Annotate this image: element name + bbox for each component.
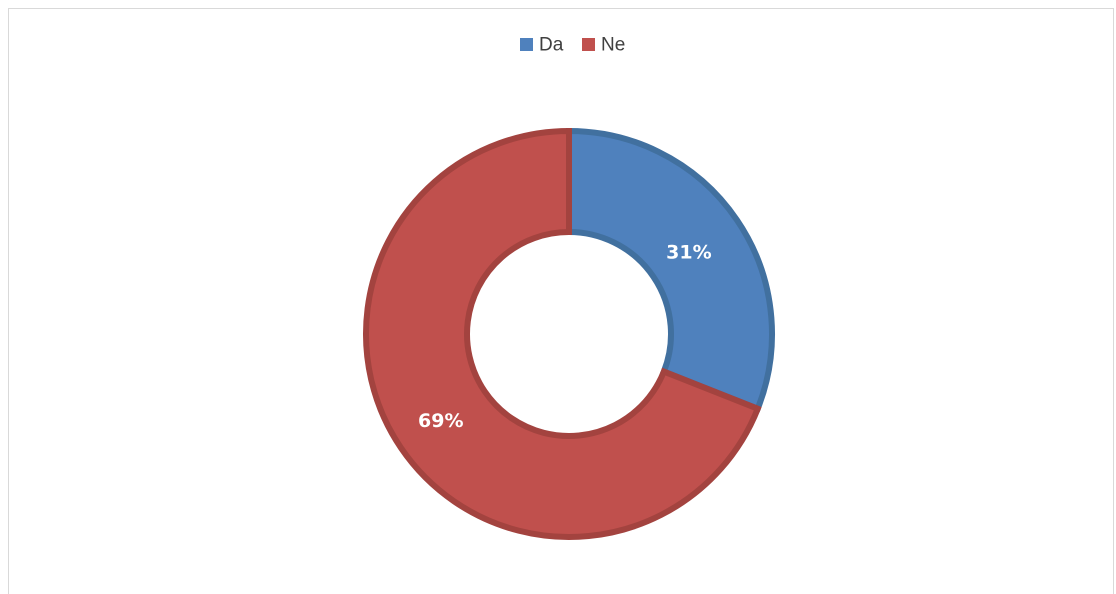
legend-swatch-ne bbox=[582, 38, 595, 51]
data-label-ne: 69% bbox=[418, 410, 463, 432]
legend: Da Ne bbox=[520, 35, 625, 56]
slice-da bbox=[566, 127, 775, 413]
doughnut-slices bbox=[363, 127, 775, 540]
legend-label-ne: Ne bbox=[601, 35, 625, 56]
data-labels: 31% 69% bbox=[418, 241, 712, 432]
data-label-da: 31% bbox=[666, 241, 711, 263]
slice-ne bbox=[363, 127, 762, 540]
legend-label-da: Da bbox=[539, 35, 564, 56]
legend-swatch-da bbox=[520, 38, 533, 51]
